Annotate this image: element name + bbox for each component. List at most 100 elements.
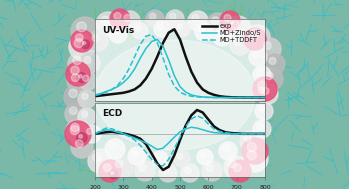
MD+Zindo/S — [93, 94, 97, 96]
Circle shape — [230, 35, 250, 55]
Circle shape — [154, 21, 170, 37]
MD+Zindo/S — [189, 94, 193, 96]
MD+TDDFT — [206, 96, 210, 99]
MD+TDDFT — [240, 96, 244, 99]
MD+TDDFT — [172, 85, 177, 87]
Circle shape — [84, 57, 91, 64]
Circle shape — [120, 11, 140, 31]
Circle shape — [242, 138, 268, 164]
Circle shape — [185, 167, 191, 174]
Circle shape — [78, 90, 96, 108]
Circle shape — [132, 150, 138, 156]
Circle shape — [261, 68, 283, 90]
MD+TDDFT — [201, 96, 205, 98]
Circle shape — [220, 11, 240, 31]
Circle shape — [155, 154, 161, 159]
Circle shape — [228, 160, 236, 168]
Circle shape — [177, 24, 183, 29]
exp — [116, 92, 120, 95]
MD+TDDFT — [104, 91, 109, 93]
Circle shape — [231, 21, 233, 24]
Circle shape — [223, 145, 229, 151]
MD+TDDFT — [184, 94, 188, 96]
MD+Zindo/S — [155, 38, 159, 41]
Circle shape — [75, 140, 83, 148]
Circle shape — [113, 28, 119, 34]
exp — [201, 88, 205, 91]
MD+Zindo/S — [184, 91, 188, 93]
Circle shape — [71, 17, 99, 45]
exp — [178, 38, 182, 41]
Circle shape — [247, 151, 256, 160]
Circle shape — [258, 81, 266, 90]
exp — [172, 28, 177, 30]
Circle shape — [66, 119, 90, 143]
exp — [121, 92, 125, 94]
MD+Zindo/S — [217, 96, 222, 99]
MD+Zindo/S — [144, 47, 148, 50]
exp — [138, 84, 142, 86]
Circle shape — [253, 120, 271, 138]
MD+Zindo/S — [178, 85, 182, 88]
Circle shape — [174, 21, 190, 37]
exp — [235, 96, 239, 99]
MD+Zindo/S — [223, 96, 228, 99]
Ellipse shape — [95, 40, 255, 150]
exp — [263, 96, 267, 99]
Circle shape — [199, 26, 205, 33]
MD+TDDFT — [150, 34, 154, 36]
Circle shape — [253, 51, 259, 57]
Circle shape — [166, 10, 184, 28]
exp — [184, 55, 188, 58]
Circle shape — [259, 38, 281, 60]
Circle shape — [202, 161, 222, 181]
Circle shape — [88, 149, 112, 173]
MD+TDDFT — [229, 96, 233, 99]
Circle shape — [71, 136, 93, 158]
Circle shape — [109, 143, 116, 149]
Circle shape — [255, 102, 273, 120]
Circle shape — [132, 23, 148, 39]
MD+TDDFT — [98, 93, 103, 95]
MD+Zindo/S — [263, 96, 267, 99]
Circle shape — [75, 34, 83, 42]
Circle shape — [71, 30, 93, 52]
MD+Zindo/S — [195, 95, 199, 97]
MD+Zindo/S — [235, 96, 239, 99]
Circle shape — [79, 72, 97, 90]
Circle shape — [192, 15, 199, 22]
Circle shape — [255, 84, 273, 102]
Circle shape — [229, 20, 237, 28]
Circle shape — [195, 23, 213, 41]
MD+Zindo/S — [98, 92, 103, 95]
Line: exp: exp — [95, 29, 265, 98]
Circle shape — [71, 66, 79, 75]
Circle shape — [67, 70, 89, 92]
exp — [98, 94, 103, 97]
MD+Zindo/S — [166, 59, 171, 61]
exp — [127, 90, 131, 93]
Circle shape — [248, 32, 256, 40]
Circle shape — [87, 128, 93, 134]
Circle shape — [79, 135, 82, 138]
Circle shape — [251, 29, 259, 38]
Circle shape — [73, 56, 81, 65]
Circle shape — [76, 22, 87, 32]
MD+Zindo/S — [161, 45, 165, 47]
Circle shape — [224, 15, 231, 22]
Circle shape — [242, 146, 268, 172]
Line: MD+TDDFT: MD+TDDFT — [95, 35, 265, 98]
MD+Zindo/S — [206, 96, 210, 98]
Circle shape — [262, 88, 269, 94]
Circle shape — [206, 164, 213, 171]
Circle shape — [188, 11, 208, 31]
Text: ECD: ECD — [102, 109, 122, 118]
Circle shape — [65, 103, 87, 125]
Circle shape — [82, 93, 88, 99]
Circle shape — [233, 164, 241, 172]
MD+TDDFT — [189, 95, 193, 97]
Circle shape — [146, 10, 164, 28]
exp — [155, 55, 159, 58]
MD+Zindo/S — [116, 85, 120, 88]
exp — [166, 32, 171, 34]
